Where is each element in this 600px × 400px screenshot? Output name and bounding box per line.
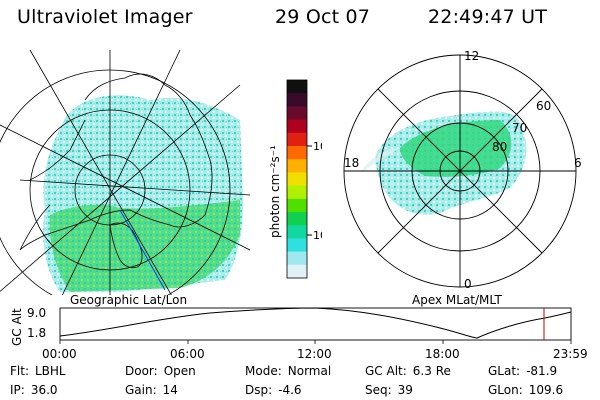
- colorbar-swatch: [287, 225, 307, 239]
- colorbar-swatches: [287, 80, 307, 279]
- colorbar-tick-100: 100: [313, 140, 322, 153]
- observation-date: 29 Oct 07: [275, 6, 371, 28]
- altitude-curve: [59, 307, 572, 339]
- colorbar-swatch: [287, 172, 307, 187]
- colorbar-swatch: [287, 251, 307, 266]
- mlt-label-0: 0: [464, 277, 472, 291]
- colorbar-swatch: [287, 80, 307, 94]
- polar-magnetic-plot: 12 6 0 18 60 70 80: [343, 49, 582, 291]
- footer-gc-alt: GC Alt: 6.3 Re: [365, 364, 451, 378]
- mlat-label-70: 70: [512, 121, 527, 135]
- footer-ip: IP: 36.0: [10, 383, 58, 397]
- footer-mode: Mode: Normal: [245, 364, 332, 378]
- altitude-ytick-high: 9.0: [27, 306, 46, 320]
- mlt-label-6: 6: [574, 156, 582, 170]
- mlt-label-18: 18: [344, 156, 359, 170]
- altitude-plot: GC Alt 9.0 1.8 00:00 06:00 12:00 18:00 2…: [10, 306, 588, 361]
- colorbar-swatch: [287, 146, 307, 160]
- colorbar-label: photon cm⁻²s⁻¹: [268, 145, 282, 238]
- footer-gain: Gain: 14: [125, 383, 178, 397]
- left-panel-caption: Geographic Lat/Lon: [70, 293, 188, 307]
- altitude-xtick-2: 12:00: [297, 347, 332, 361]
- mlt-label-12: 12: [464, 49, 479, 63]
- colorbar-swatch: [287, 198, 307, 213]
- right-panel-caption: Apex MLat/MLT: [412, 293, 502, 307]
- footer-glon: GLon: 109.6: [488, 383, 564, 397]
- colorbar-swatch: [287, 159, 307, 173]
- colorbar-swatch: [287, 212, 307, 226]
- altitude-xtick-4: 23:59: [553, 347, 588, 361]
- intensity-colorbar: 100 10 photon cm⁻²s⁻¹: [268, 79, 322, 279]
- geographic-map: [0, 49, 251, 295]
- colorbar-swatch: [287, 238, 307, 253]
- mlat-label-60: 60: [536, 99, 551, 113]
- footer-door: Door: Open: [125, 364, 196, 378]
- mlat-label-80: 80: [492, 140, 507, 154]
- altitude-ytick-low: 1.8: [27, 326, 46, 340]
- colorbar-swatch: [287, 119, 307, 134]
- observation-time: 22:49:47 UT: [428, 6, 548, 28]
- footer-flt: Flt: LBHL: [10, 364, 66, 378]
- footer-seq: Seq: 39: [365, 383, 413, 397]
- altitude-xtick-1: 06:00: [170, 347, 205, 361]
- colorbar-swatch: [287, 264, 307, 279]
- colorbar-swatch: [287, 132, 307, 147]
- colorbar-swatch: [287, 106, 307, 121]
- colorbar-tick-10: 10: [313, 229, 322, 242]
- instrument-title: Ultraviolet Imager: [17, 6, 193, 28]
- colorbar-swatch: [287, 93, 307, 107]
- altitude-ylabel: GC Alt: [10, 308, 24, 346]
- footer-glat: GLat: -81.9: [488, 364, 558, 378]
- colorbar-swatch: [287, 185, 307, 200]
- altitude-xtick-3: 18:00: [425, 347, 460, 361]
- footer-dsp: Dsp: -4.6: [245, 383, 302, 397]
- antarctic-coastline: [19, 73, 213, 251]
- altitude-xtick-0: 00:00: [42, 347, 77, 361]
